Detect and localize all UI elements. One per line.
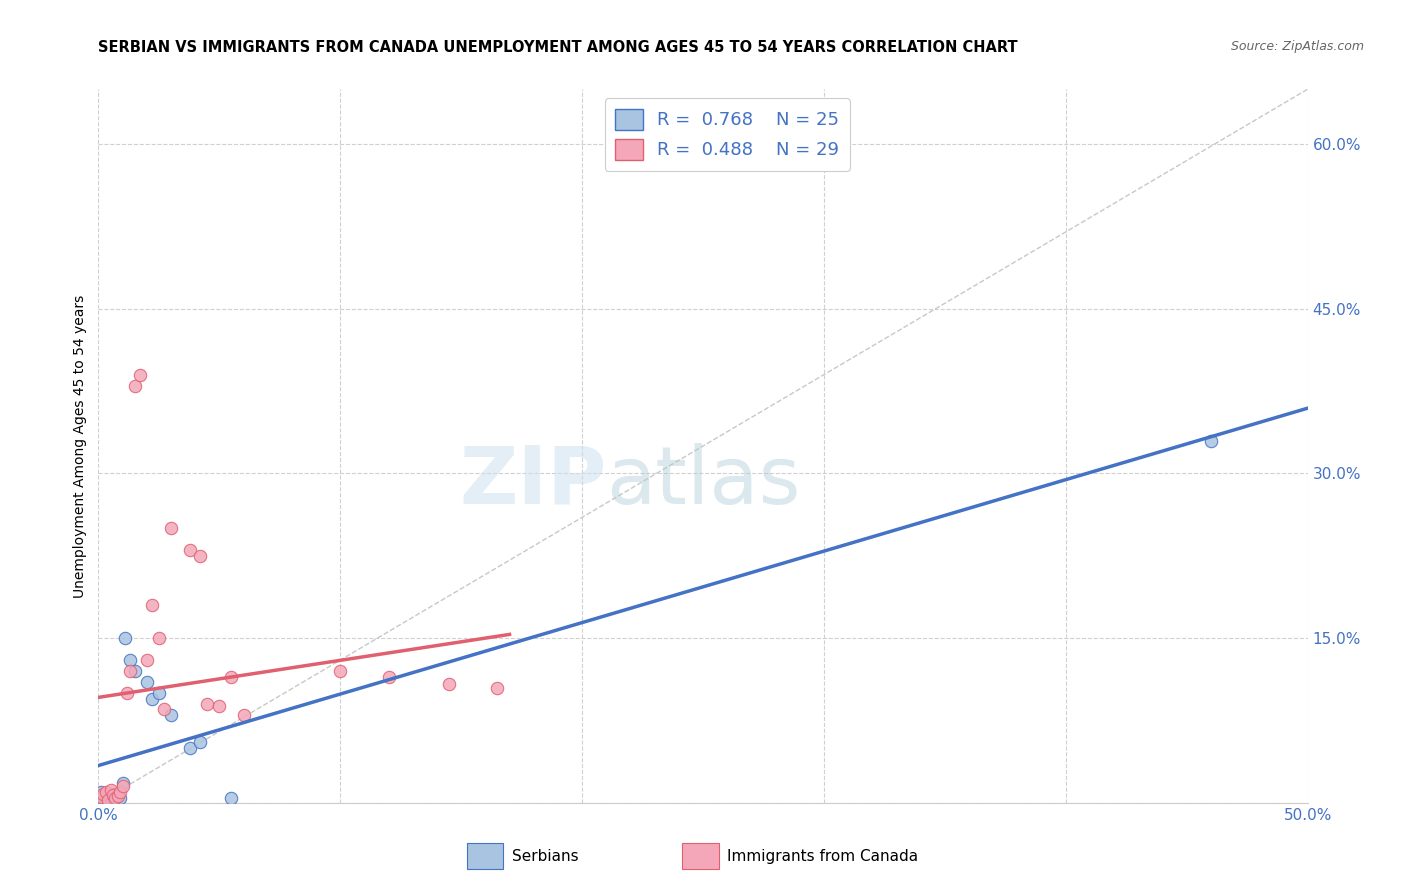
Point (486, 681, 509, 695)
Point (111, 780, 134, 794)
Point (108, 791, 131, 805)
Point (101, 787, 124, 801)
Point (221, 669, 243, 683)
Point (188, 735, 211, 749)
Text: Immigrants from Canada: Immigrants from Canada (727, 849, 918, 863)
Point (118, 664, 141, 678)
Point (111, 776, 134, 790)
Point (232, 708, 254, 723)
Point (124, 378, 146, 392)
Text: Source: ZipAtlas.com: Source: ZipAtlas.com (1230, 40, 1364, 54)
Point (107, 788, 129, 802)
Point (104, 790, 127, 805)
Point (135, 653, 157, 667)
Point (160, 708, 183, 723)
Point (108, 785, 131, 799)
Point (179, 543, 201, 558)
Point (91, 792, 114, 806)
Legend: R =  0.768    N = 25, R =  0.488    N = 29: R = 0.768 N = 25, R = 0.488 N = 29 (605, 98, 849, 170)
Text: ZIP: ZIP (458, 442, 606, 521)
Point (97, 792, 120, 806)
Text: Serbians: Serbians (512, 849, 579, 863)
Point (104, 792, 127, 806)
Text: atlas: atlas (606, 442, 800, 521)
Point (141, 598, 163, 612)
Point (148, 686, 170, 700)
Point (152, 702, 174, 716)
Point (118, 653, 141, 667)
Point (94, 789, 117, 804)
Point (195, 697, 218, 711)
FancyBboxPatch shape (682, 844, 718, 869)
Point (104, 791, 127, 805)
Point (114, 631, 136, 645)
Point (437, 677, 460, 691)
Point (141, 691, 163, 706)
Point (100, 782, 122, 797)
Point (101, 788, 124, 802)
Point (91, 787, 114, 801)
Point (188, 549, 211, 563)
Point (221, 791, 243, 805)
Point (128, 368, 150, 382)
Point (97, 791, 120, 805)
Point (117, 686, 139, 700)
Point (160, 521, 183, 535)
Point (94, 794, 117, 808)
Point (100, 790, 122, 805)
Point (179, 740, 201, 755)
FancyBboxPatch shape (467, 844, 503, 869)
Point (107, 789, 129, 804)
Point (90, 785, 112, 799)
Point (94, 785, 117, 799)
Point (90, 790, 112, 805)
Point (135, 675, 157, 690)
Text: SERBIAN VS IMMIGRANTS FROM CANADA UNEMPLOYMENT AMONG AGES 45 TO 54 YEARS CORRELA: SERBIAN VS IMMIGRANTS FROM CANADA UNEMPL… (98, 40, 1018, 55)
Y-axis label: Unemployment Among Ages 45 to 54 years: Unemployment Among Ages 45 to 54 years (73, 294, 87, 598)
Point (124, 664, 146, 678)
Point (1199, 434, 1222, 448)
Point (208, 699, 231, 714)
Point (377, 669, 399, 683)
Point (329, 664, 352, 678)
Point (148, 631, 170, 645)
